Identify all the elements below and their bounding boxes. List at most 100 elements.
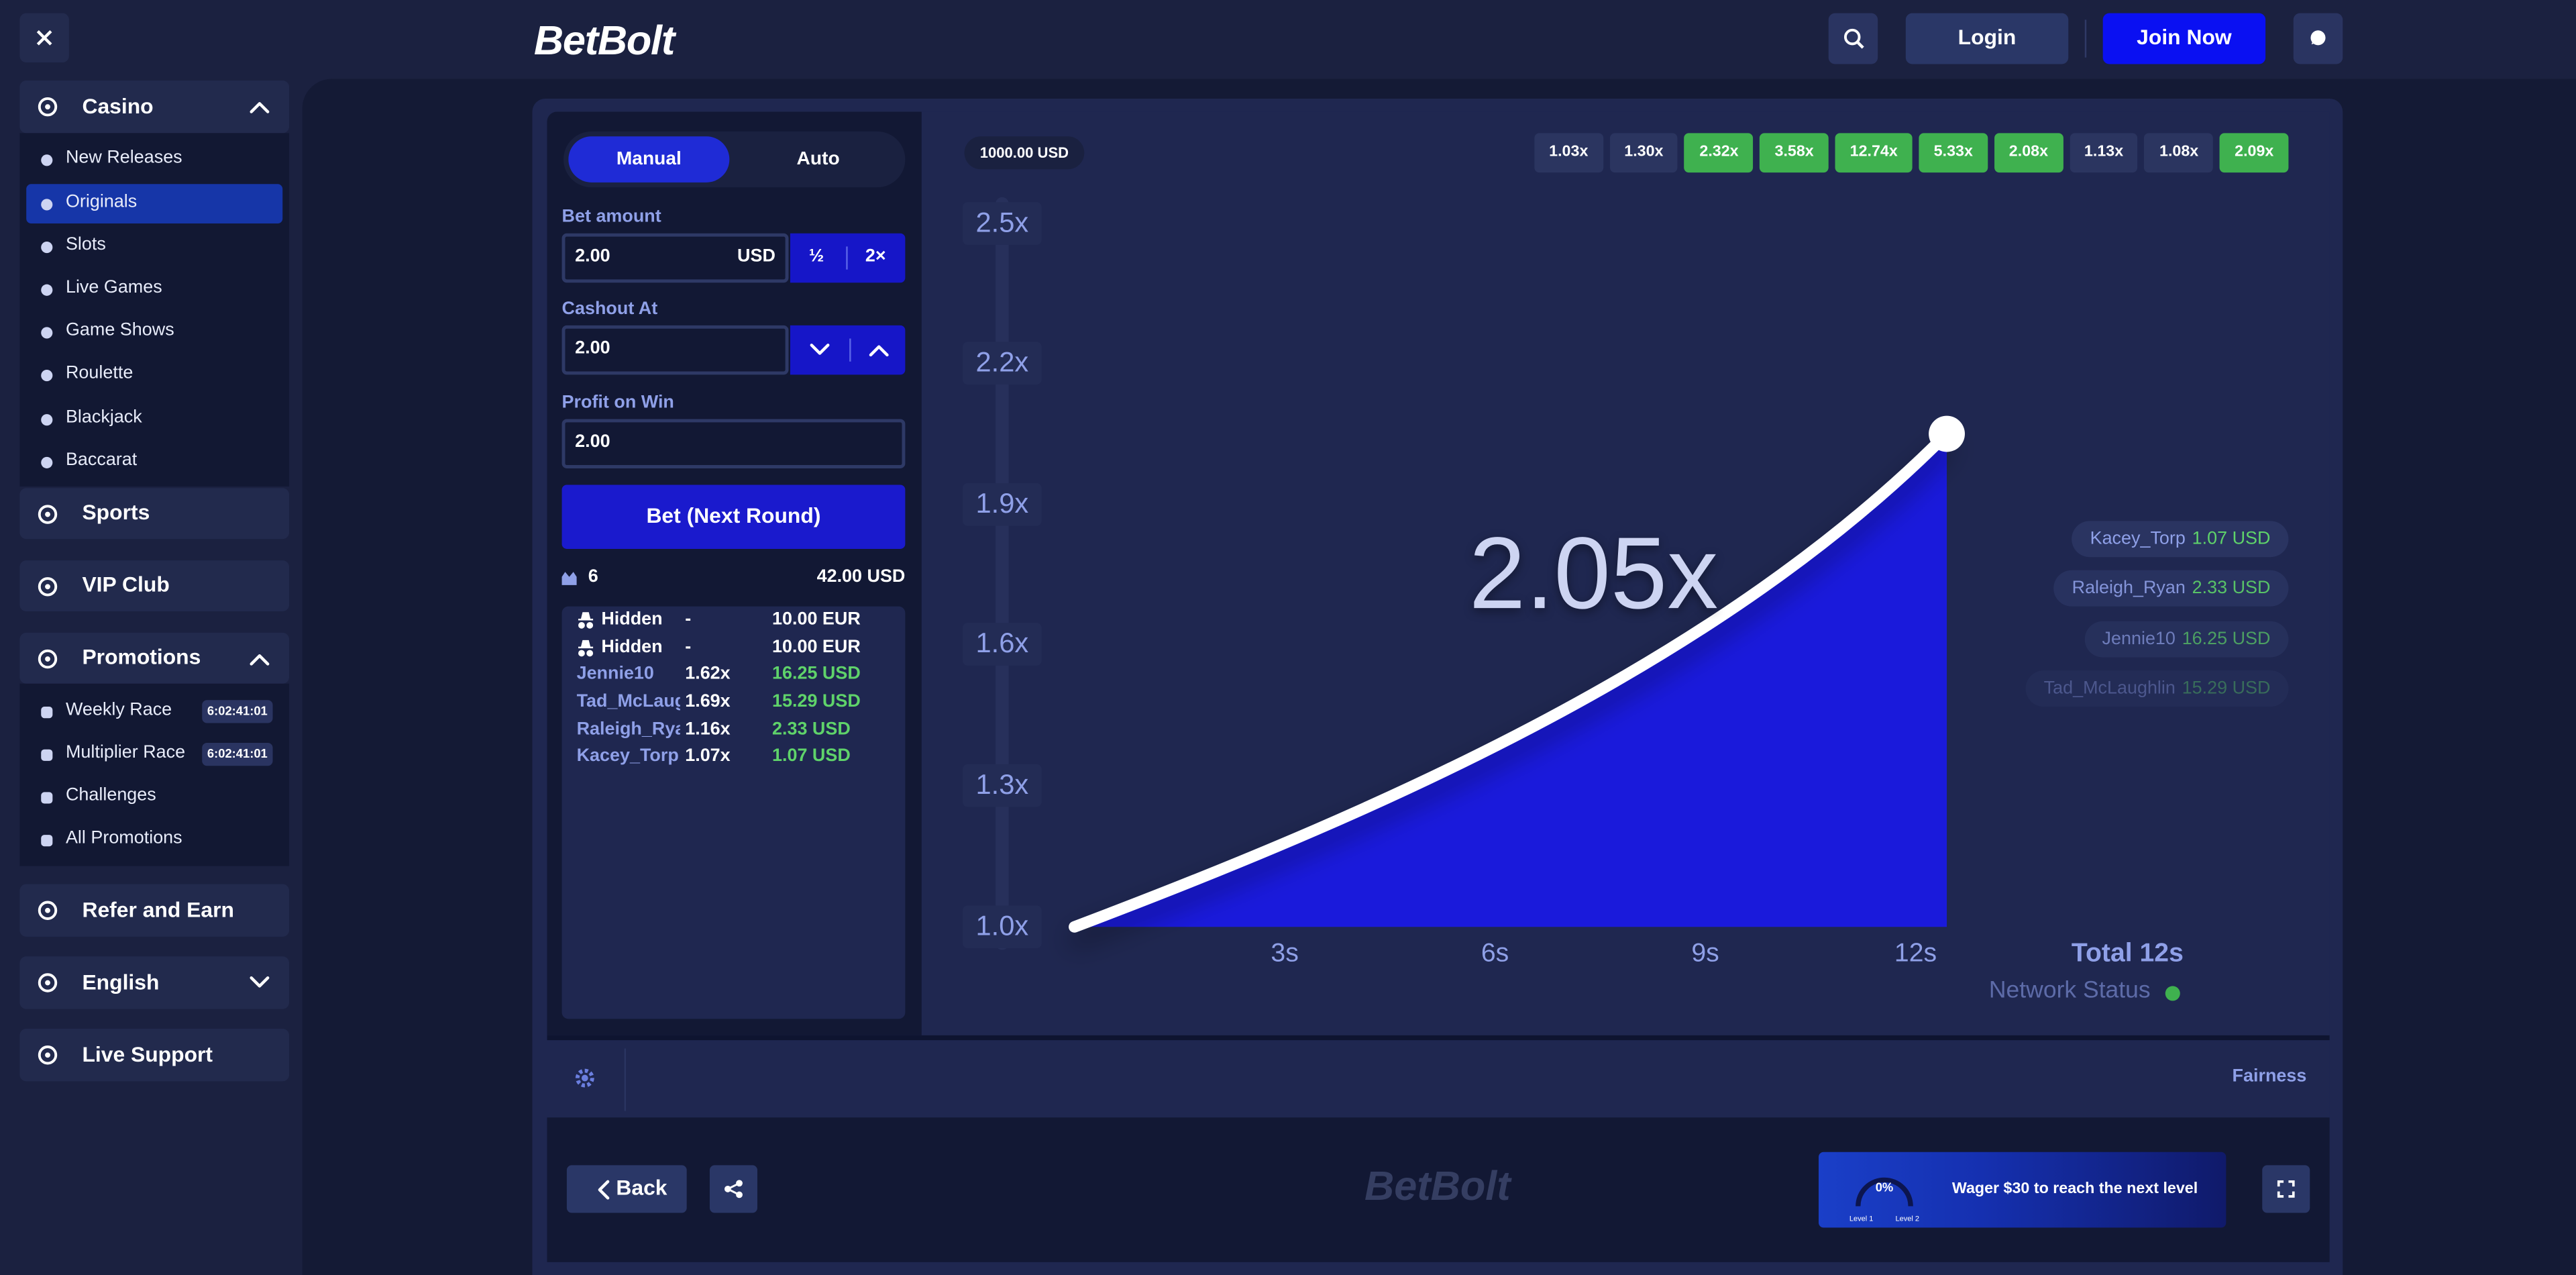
menu-item[interactable]: Blackjack [65, 407, 142, 428]
menu-item[interactable]: Roulette [65, 363, 133, 384]
tab-active[interactable] [568, 136, 730, 183]
history-chip: 1.13x [2069, 133, 2139, 173]
back-button[interactable] [566, 1165, 687, 1213]
share-button[interactable] [709, 1165, 757, 1213]
fairness-link[interactable]: Fairness [2232, 1066, 2307, 1087]
settings-icon[interactable] [575, 1068, 594, 1088]
menu-item[interactable]: Multiplier Race [65, 743, 186, 763]
menu-item[interactable]: New Releases [65, 148, 182, 168]
y-label: 2.2x [975, 347, 1029, 379]
player-amount: 2.33 USD [772, 720, 851, 740]
chat-icon [2310, 30, 2326, 46]
promotions-header-icon [38, 648, 58, 668]
search-button[interactable] [1828, 13, 1878, 64]
history-chip: 5.33x [1919, 133, 1988, 173]
footer-logo: BetBolt [1364, 1163, 1511, 1210]
hidden-icon [578, 612, 594, 629]
timer-badge [202, 700, 273, 723]
player-name: Kacey_Torp [576, 746, 679, 766]
history-chip: 2.32x [1684, 133, 1754, 173]
input[interactable] [561, 233, 789, 283]
language-card[interactable] [19, 956, 290, 1009]
language-card-icon [38, 973, 58, 992]
menu-item[interactable]: Live Games [65, 278, 162, 298]
refer-card-label: Refer and Earn [82, 897, 234, 921]
input-value: 2.00 [575, 338, 610, 359]
button-separator [849, 338, 851, 362]
join-button[interactable] [2102, 13, 2266, 64]
amount-buttons[interactable] [790, 233, 906, 283]
promotions-header[interactable] [19, 632, 290, 684]
cashout-amount: 1.07 USD [2192, 529, 2271, 549]
menu-icon [41, 413, 53, 425]
y-label: 1.6x [975, 628, 1029, 660]
bet-button[interactable] [561, 484, 906, 549]
menu-item[interactable]: Originals [65, 192, 138, 213]
chevron-up [869, 345, 889, 357]
sports-card-icon [38, 504, 58, 523]
x-label: 12s [1894, 940, 1937, 968]
logo: BetBolt [533, 17, 675, 64]
cashout-name: Kacey_Torp [2090, 529, 2186, 549]
back-label: Back [616, 1175, 667, 1200]
tab: Manual [616, 149, 682, 169]
player-amount: 10.00 EUR [772, 638, 861, 658]
players-icon [561, 572, 577, 585]
history-chip: 1.03x [1534, 133, 1603, 173]
menu-item[interactable]: Weekly Race [65, 700, 172, 721]
login-button[interactable] [1905, 13, 2069, 64]
menu-item[interactable]: Baccarat [65, 450, 138, 470]
sports-card[interactable] [19, 488, 290, 540]
history-chip: 2.08x [1994, 133, 2063, 173]
chevron-up [250, 102, 270, 113]
menu-item[interactable]: Challenges [65, 786, 156, 806]
player-multiplier: 1.62x [685, 664, 731, 684]
y-label: 2.5x [975, 207, 1029, 240]
player-name: Raleigh_Ryan [576, 720, 680, 740]
network-dot [2165, 986, 2180, 1001]
strip-separator [624, 1048, 627, 1111]
originals-highlight [26, 184, 283, 224]
cashout-name: Raleigh_Ryan [2072, 578, 2186, 599]
fullscreen-button[interactable] [2262, 1165, 2310, 1213]
history-chip: 12.74x [1835, 133, 1913, 173]
refer-card[interactable] [19, 884, 290, 937]
menu-item[interactable]: Game Shows [65, 321, 174, 341]
player-name: Hidden [601, 610, 663, 630]
balance-pill [964, 136, 1085, 170]
support-card[interactable] [19, 1029, 290, 1082]
player-amount: 16.25 USD [772, 664, 861, 684]
history-chip: 2.09x [2220, 133, 2289, 173]
input-value: 2.00 [575, 246, 610, 267]
casino-header[interactable] [19, 81, 290, 134]
tab[interactable]: Auto [796, 149, 840, 169]
player-name: Jennie10 [576, 664, 654, 684]
cashout-amount: 2.33 USD [2192, 578, 2271, 599]
player-amount: 1.07 USD [772, 746, 851, 766]
player-amount: 15.29 USD [772, 692, 861, 712]
cashout-buttons[interactable] [790, 325, 906, 375]
vip-card-label: VIP Club [82, 572, 170, 597]
history-chip: 1.08x [2144, 133, 2214, 173]
input[interactable] [561, 419, 906, 468]
menu-item[interactable]: Slots [65, 235, 106, 256]
level-ring [1856, 1177, 1913, 1207]
menu-icon [41, 326, 53, 338]
language-card-label: English [82, 968, 160, 994]
multiplier: 2.05x [1468, 518, 1719, 632]
input[interactable] [561, 325, 789, 375]
total-time: Total 12s [2071, 940, 2184, 968]
cashout-pill: Jennie10 16.25 USD [2084, 621, 2289, 658]
level-progress: 0% [1875, 1180, 1894, 1195]
vip-card[interactable] [19, 560, 290, 612]
menu-icon [41, 198, 53, 210]
cashout-pill: Tad_McLaughlin 15.29 USD [2025, 670, 2289, 707]
timer: 6:02:41:01 [207, 746, 268, 761]
cashout-name: Tad_McLaughlin [2043, 678, 2176, 699]
players-count: 6 [588, 567, 598, 587]
balance: 1000.00 USD [979, 144, 1069, 161]
menu-item[interactable]: All Promotions [65, 828, 182, 849]
y-label-box [963, 905, 1042, 949]
